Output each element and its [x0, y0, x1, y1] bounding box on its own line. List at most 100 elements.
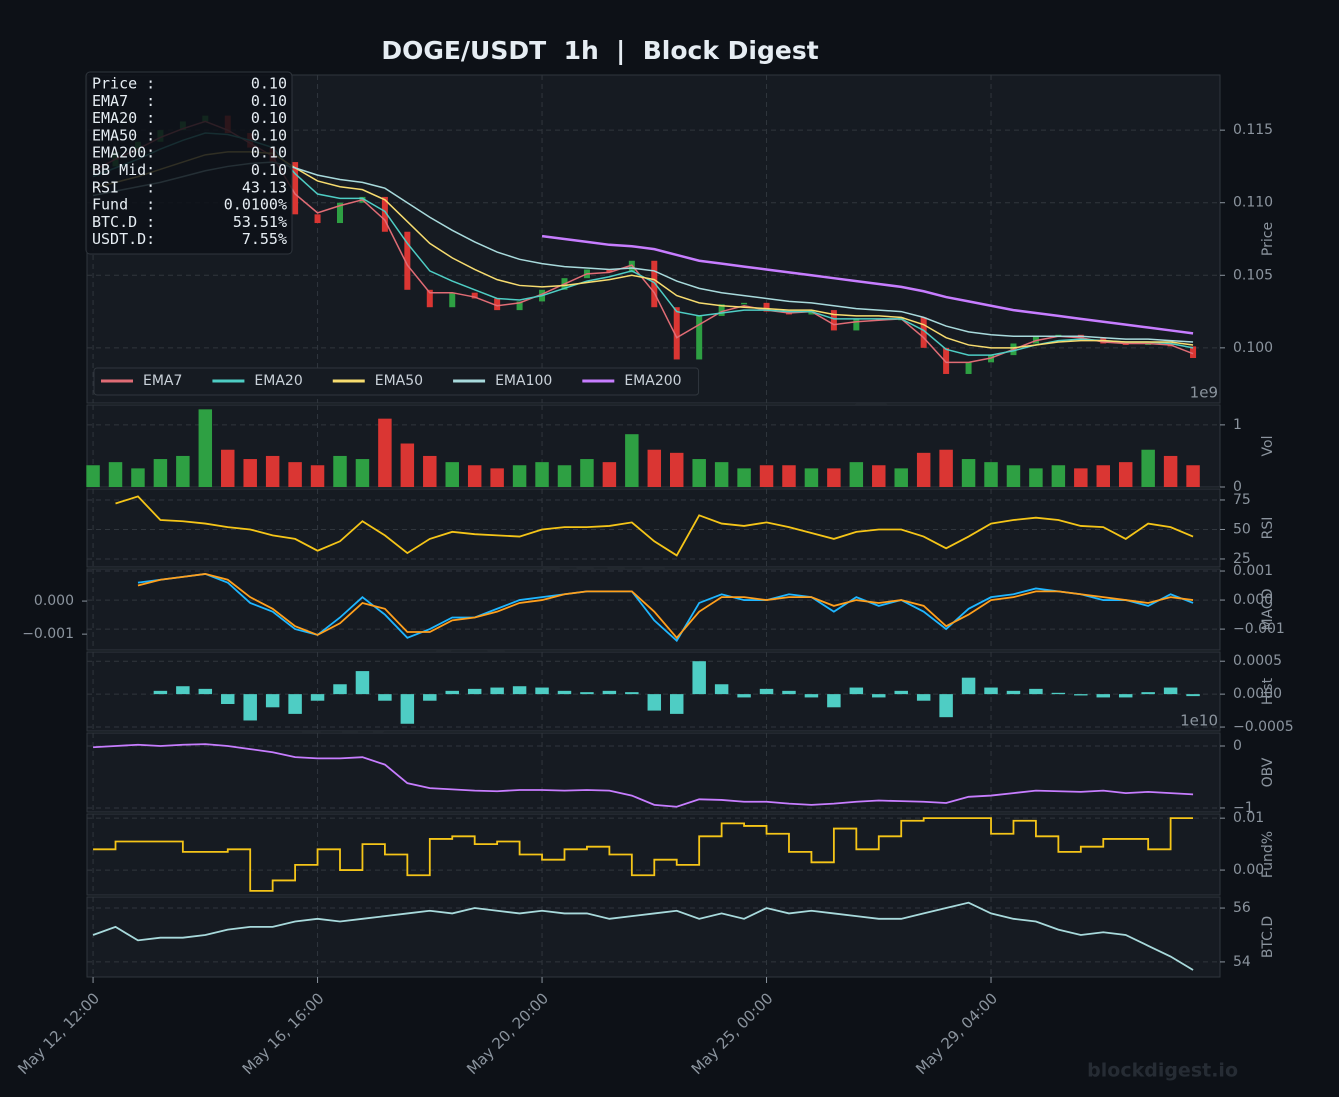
bar [288, 462, 302, 487]
y-tick-label: 0.00 [1233, 862, 1264, 878]
bar [714, 684, 729, 695]
bar [916, 452, 931, 487]
bar [759, 465, 774, 487]
info-box-bg [85, 71, 293, 255]
bar [333, 455, 347, 487]
info-value: 0.10 [251, 144, 287, 162]
info-label: EMA50 : [92, 126, 155, 144]
bar [86, 465, 100, 487]
bar [445, 462, 459, 487]
info-box: Price : 0.10 EMA7 : 0.10 EMA20 : 0.10 EMA50 : 0… [85, 71, 293, 255]
series-line [93, 743, 1194, 808]
bar [265, 694, 280, 708]
bar [355, 459, 370, 487]
bar [288, 694, 302, 714]
offset-label: 1e9 [1190, 384, 1218, 402]
y-tick-label: 0.100 [1233, 340, 1273, 356]
bar [467, 688, 482, 695]
y-tick-label: 75 [1233, 492, 1251, 508]
bar [467, 465, 482, 487]
info-value: 0.10 [251, 126, 287, 144]
info-label: RSI : [92, 178, 155, 196]
bar [984, 462, 998, 487]
bar [961, 459, 976, 487]
bar [692, 661, 706, 695]
info-value: 0.10 [251, 161, 287, 179]
y-tick-label: 0.001 [1233, 563, 1273, 579]
candle [449, 292, 456, 308]
y-axis-label: RSI [1260, 517, 1276, 540]
info-value: 0.0100% [224, 196, 287, 214]
info-label: BB Mid: [92, 161, 155, 179]
bar [535, 462, 549, 487]
y-tick-label: 0.0000 [1233, 686, 1282, 702]
bar [1096, 465, 1110, 487]
y-tick-label: 0.115 [1233, 122, 1273, 138]
candle [426, 289, 433, 308]
y-tick-label: 0.0005 [1233, 653, 1282, 669]
bar [333, 684, 347, 695]
info-value: 0.10 [251, 92, 287, 110]
info-value: 43.13 [242, 178, 287, 196]
y-tick-label: 1 [1233, 417, 1242, 433]
bar [557, 465, 572, 487]
bar [176, 455, 190, 487]
bar [557, 690, 572, 695]
bar [1074, 468, 1088, 487]
bar [153, 459, 168, 487]
bar [939, 694, 953, 718]
bar [512, 686, 527, 695]
bar [1141, 692, 1155, 695]
bar [916, 694, 931, 701]
bar [1051, 692, 1066, 695]
candle [920, 317, 927, 348]
bar [692, 459, 706, 487]
y-axis-label: MACD [1260, 589, 1276, 631]
bar [1118, 462, 1133, 487]
series-line [93, 817, 1194, 892]
bar [378, 418, 392, 487]
bar [1118, 694, 1133, 698]
candle [1190, 346, 1197, 359]
candle [651, 260, 658, 308]
legend: EMA7 EMA20 EMA50 EMA100 EMA200 [93, 367, 700, 396]
candle [471, 292, 478, 299]
panel [86, 568, 1221, 651]
info-label: Price : [92, 75, 155, 93]
bar [872, 465, 886, 487]
y-tick-label: 0.000 [1233, 592, 1273, 608]
bar [535, 687, 549, 695]
bar [714, 462, 729, 487]
bar [1163, 687, 1178, 695]
bar [355, 671, 370, 695]
bar [782, 465, 796, 487]
panel [86, 651, 1221, 732]
candle [853, 318, 860, 331]
bar [961, 677, 976, 695]
candle [494, 298, 501, 311]
bar [445, 690, 459, 695]
y-axis-label: Fund% [1260, 831, 1276, 878]
bar [1186, 694, 1200, 697]
y-tick-label: 50 [1233, 521, 1251, 537]
candle [314, 214, 321, 224]
info-value: 0.10 [251, 75, 287, 93]
bar [198, 688, 213, 695]
y-axis-label: OBV [1260, 757, 1276, 787]
bar [849, 687, 864, 695]
bar [176, 686, 190, 695]
bar [310, 694, 325, 701]
y-tick-label: 25 [1233, 551, 1251, 567]
y-axis-label: Price [1260, 222, 1276, 256]
bar [1074, 694, 1088, 696]
bar [625, 434, 639, 487]
bar [131, 468, 145, 487]
info-label: EMA20 : [92, 109, 155, 127]
bar [310, 465, 325, 487]
y-tick-label: 0 [1233, 479, 1242, 495]
bar [221, 694, 235, 705]
info-label: USDT.D: [92, 230, 155, 248]
legend-label: EMA7 [143, 373, 182, 389]
bar [872, 694, 886, 698]
candle [763, 302, 770, 312]
